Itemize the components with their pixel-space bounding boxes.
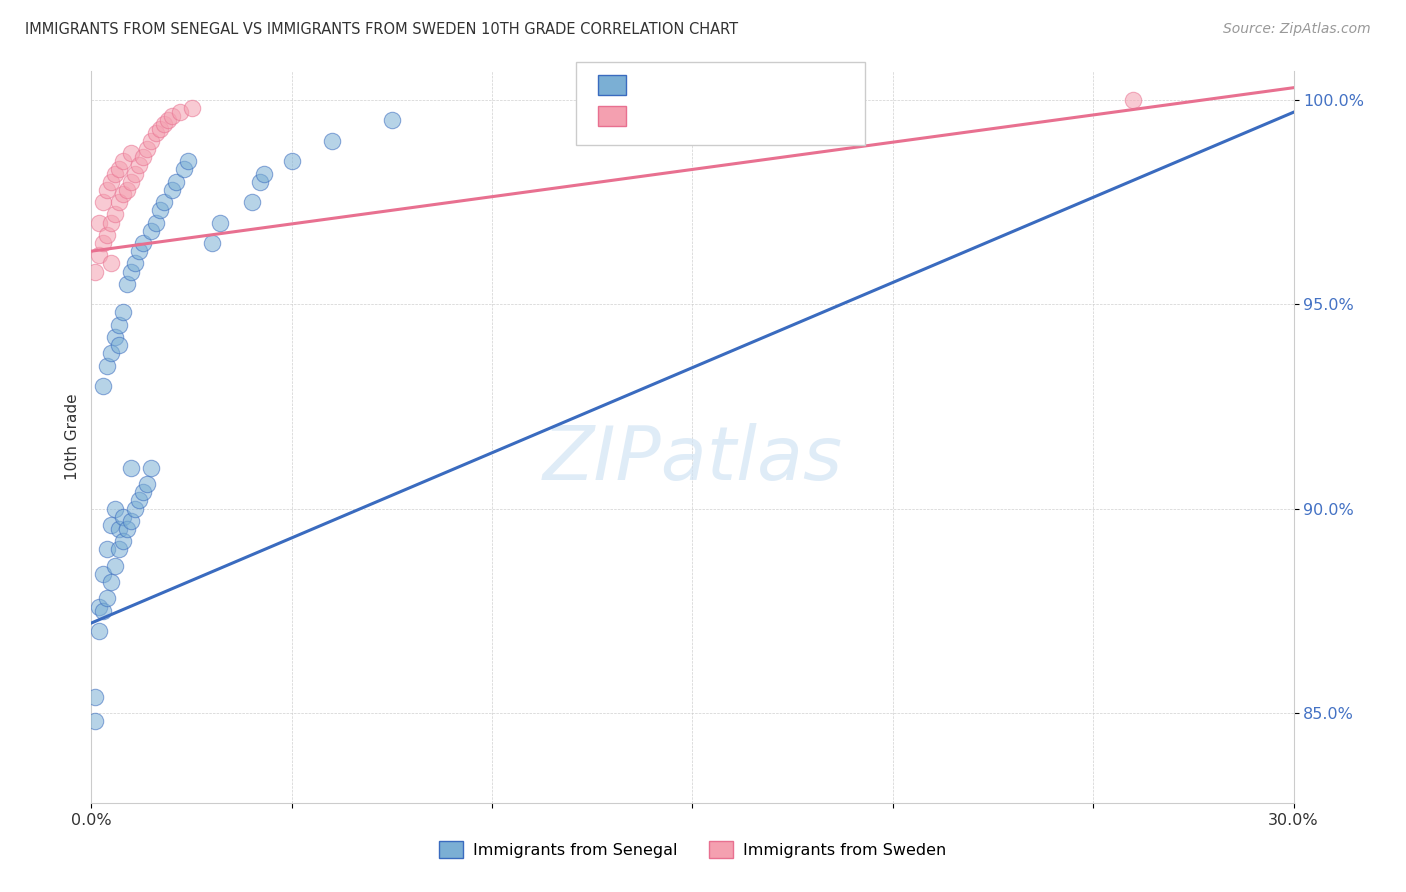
Point — [100, 575, 122, 590]
Point — [128, 493, 150, 508]
Point — [136, 142, 159, 156]
Point — [96, 359, 118, 373]
Point — [93, 566, 115, 581]
Point — [108, 162, 131, 177]
Point — [121, 460, 143, 475]
Point — [89, 215, 111, 229]
Point — [84, 264, 107, 278]
Point — [93, 604, 115, 618]
Point — [208, 215, 231, 229]
Point — [136, 477, 159, 491]
Point — [180, 101, 202, 115]
Point — [84, 714, 107, 728]
Point — [96, 183, 118, 197]
Point — [89, 599, 111, 614]
Point — [148, 203, 170, 218]
Text: R = 0.377: R = 0.377 — [637, 76, 735, 94]
Point — [124, 256, 146, 270]
Point — [145, 126, 167, 140]
Point — [165, 175, 187, 189]
Point — [128, 244, 150, 259]
Point — [176, 154, 198, 169]
Point — [121, 514, 143, 528]
Text: IMMIGRANTS FROM SENEGAL VS IMMIGRANTS FROM SWEDEN 10TH GRADE CORRELATION CHART: IMMIGRANTS FROM SENEGAL VS IMMIGRANTS FR… — [25, 22, 738, 37]
Point — [381, 113, 404, 128]
Point — [93, 379, 115, 393]
Point — [93, 235, 115, 250]
Text: ZIPatlas: ZIPatlas — [543, 423, 842, 495]
Point — [117, 183, 139, 197]
Point — [141, 134, 163, 148]
Point — [96, 542, 118, 557]
Point — [321, 134, 343, 148]
Point — [121, 264, 143, 278]
Point — [124, 501, 146, 516]
Point — [152, 195, 174, 210]
Point — [93, 195, 115, 210]
Point — [112, 509, 135, 524]
Point — [160, 109, 183, 123]
Point — [117, 277, 139, 291]
Point — [104, 207, 127, 221]
Point — [108, 522, 131, 536]
Point — [281, 154, 304, 169]
Point — [145, 215, 167, 229]
Point — [240, 195, 263, 210]
Point — [112, 305, 135, 319]
Point — [104, 558, 127, 573]
Text: R = 0.472: R = 0.472 — [637, 107, 735, 125]
Point — [89, 624, 111, 639]
Point — [121, 146, 143, 161]
Point — [84, 690, 107, 704]
Legend: Immigrants from Senegal, Immigrants from Sweden: Immigrants from Senegal, Immigrants from… — [433, 834, 952, 864]
Text: N = 52: N = 52 — [742, 76, 810, 94]
Point — [89, 248, 111, 262]
Point — [148, 121, 170, 136]
Point — [108, 195, 131, 210]
Point — [104, 330, 127, 344]
Point — [100, 175, 122, 189]
Point — [121, 175, 143, 189]
Point — [117, 522, 139, 536]
Text: Source: ZipAtlas.com: Source: ZipAtlas.com — [1223, 22, 1371, 37]
Point — [132, 150, 155, 164]
Point — [156, 113, 179, 128]
Point — [104, 501, 127, 516]
Point — [160, 183, 183, 197]
Point — [108, 542, 131, 557]
Point — [124, 167, 146, 181]
Point — [128, 158, 150, 172]
Point — [112, 154, 135, 169]
Point — [253, 167, 276, 181]
Point — [104, 167, 127, 181]
Point — [132, 485, 155, 500]
Point — [132, 235, 155, 250]
Point — [112, 186, 135, 201]
Y-axis label: 10th Grade: 10th Grade — [65, 393, 80, 481]
Point — [100, 256, 122, 270]
Point — [108, 318, 131, 332]
Point — [141, 460, 163, 475]
Point — [112, 534, 135, 549]
Point — [1122, 93, 1144, 107]
Point — [96, 591, 118, 606]
Point — [141, 224, 163, 238]
Point — [249, 175, 271, 189]
Point — [152, 118, 174, 132]
Point — [100, 346, 122, 360]
Point — [100, 517, 122, 532]
Point — [201, 235, 224, 250]
Point — [96, 227, 118, 242]
Text: N = 32: N = 32 — [742, 107, 810, 125]
Point — [100, 215, 122, 229]
Point — [173, 162, 195, 177]
Point — [108, 338, 131, 352]
Point — [169, 105, 191, 120]
